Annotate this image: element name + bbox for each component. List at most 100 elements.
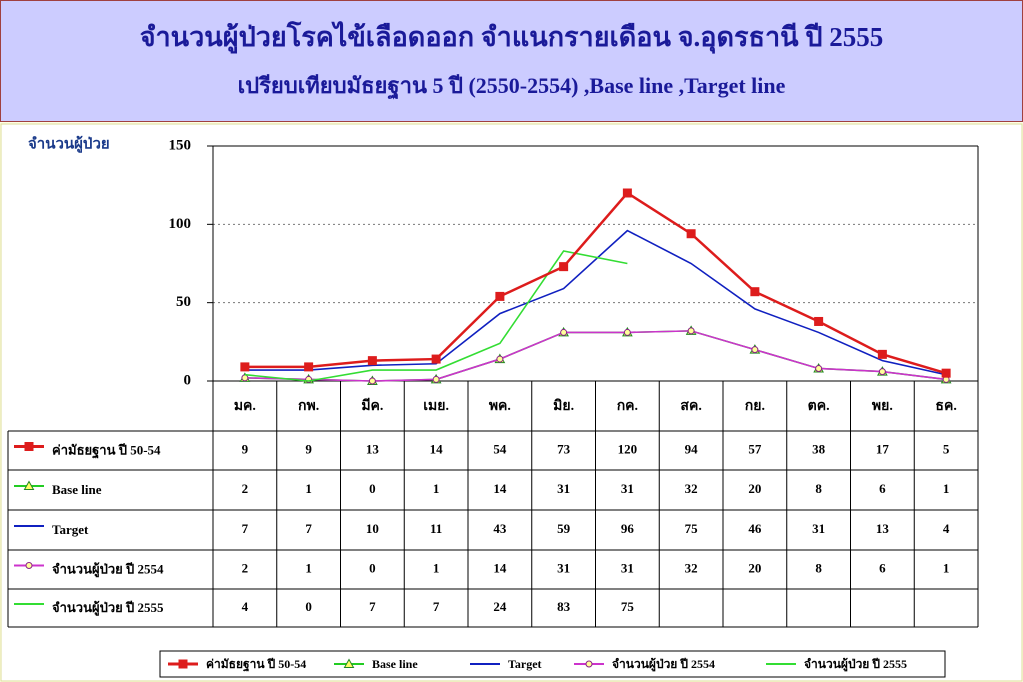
table-cell: 59 <box>557 521 571 536</box>
table-cell: 73 <box>557 441 571 456</box>
table-cell: 1 <box>305 481 312 496</box>
table-cell: 7 <box>242 521 249 536</box>
table-cell: 54 <box>493 441 507 456</box>
table-row-label: จำนวนผู้ป่วย ปี 2555 <box>52 600 164 616</box>
y-axis-title: จำนวนผู้ป่วย <box>28 135 110 153</box>
table-row-label: ค่ามัธยฐาน ปี 50-54 <box>52 442 161 459</box>
series-line <box>244 191 947 375</box>
table-cell: 31 <box>557 560 570 575</box>
point-marker <box>877 349 887 359</box>
table-cell: 0 <box>369 481 376 496</box>
table-cell: 0 <box>369 560 376 575</box>
legend-sample-marker <box>343 658 355 668</box>
table-cell: 83 <box>557 599 571 614</box>
table-cell: 17 <box>876 441 890 456</box>
table-legend-sample-marker <box>23 480 35 490</box>
table-cell: 5 <box>943 441 950 456</box>
table-cell: 32 <box>685 560 698 575</box>
table-cell: 6 <box>879 481 886 496</box>
table-cell: 75 <box>621 599 635 614</box>
x-tick-label: ตค. <box>808 399 830 414</box>
x-tick-label: ธค. <box>935 399 956 414</box>
table-cell: 94 <box>685 441 699 456</box>
legend-sample-marker <box>178 659 188 669</box>
chart-title: จำนวนผู้ป่วยโรคไข้เลือดออก จำแนกรายเดือน… <box>139 22 884 52</box>
table-cell: 1 <box>943 560 950 575</box>
table-cell: 2 <box>242 560 249 575</box>
table-cell: 31 <box>621 560 634 575</box>
table-legend-sample-marker <box>24 442 34 451</box>
y-tick-label: 150 <box>169 137 192 153</box>
table-cell: 31 <box>621 481 634 496</box>
x-tick-label: กค. <box>617 399 638 414</box>
table-cell: 31 <box>812 521 825 536</box>
table-row-label: Base line <box>52 482 102 497</box>
x-tick-label: มิย. <box>553 398 574 414</box>
series-line <box>244 250 628 382</box>
table-cell: 14 <box>493 481 507 496</box>
table-cell: 1 <box>943 481 950 496</box>
point-marker <box>750 287 760 297</box>
y-tick-label: 50 <box>176 294 191 310</box>
table-cell: 0 <box>305 599 312 614</box>
table-row-label: Target <box>52 522 89 537</box>
legend-label: ค่ามัธยฐาน ปี 50-54 <box>206 657 306 672</box>
point-marker <box>686 229 696 239</box>
point-marker <box>367 356 377 366</box>
point-marker <box>560 328 568 336</box>
table-cell: 9 <box>242 441 249 456</box>
point-marker <box>432 375 440 383</box>
table-cell: 57 <box>748 441 762 456</box>
point-marker <box>240 362 250 372</box>
point-marker <box>495 291 505 301</box>
point-marker <box>751 346 759 354</box>
legend-label: Base line <box>372 657 418 671</box>
legend-label: จำนวนผู้ป่วย ปี 2554 <box>612 657 715 672</box>
point-marker <box>687 327 695 335</box>
legend-label: จำนวนผู้ป่วย ปี 2555 <box>804 657 907 672</box>
table-cell: 1 <box>433 481 440 496</box>
table-cell: 1 <box>305 560 312 575</box>
table-cell: 8 <box>815 560 822 575</box>
table-cell: 7 <box>305 521 312 536</box>
point-marker <box>496 355 504 363</box>
x-tick-label: กย. <box>745 399 765 414</box>
point-marker <box>622 188 632 198</box>
table-cell: 6 <box>879 560 886 575</box>
table-cell: 32 <box>685 481 698 496</box>
table-cell: 24 <box>493 599 507 614</box>
series-line <box>244 330 947 382</box>
legend-label: Target <box>508 657 542 671</box>
table-cell: 14 <box>493 560 507 575</box>
point-marker <box>241 374 249 382</box>
table-cell: 7 <box>433 599 440 614</box>
point-marker <box>878 368 886 376</box>
table-cell: 10 <box>366 521 379 536</box>
legend-sample-marker <box>585 660 593 668</box>
table-cell: 7 <box>369 599 376 614</box>
table-cell: 4 <box>943 521 950 536</box>
series-line <box>244 229 947 376</box>
table-cell: 31 <box>557 481 570 496</box>
x-tick-label: พค. <box>489 399 511 414</box>
table-row-label: จำนวนผู้ป่วย ปี 2554 <box>52 561 164 577</box>
y-tick-label: 100 <box>169 216 192 232</box>
table-cell: 9 <box>305 441 312 456</box>
table-cell: 1 <box>433 560 440 575</box>
table-cell: 13 <box>366 441 380 456</box>
table-cell: 20 <box>748 481 761 496</box>
table-cell: 14 <box>430 441 444 456</box>
table-cell: 11 <box>430 521 442 536</box>
table-cell: 20 <box>748 560 761 575</box>
table-cell: 38 <box>812 441 826 456</box>
table-cell: 8 <box>815 481 822 496</box>
table-cell: 2 <box>242 481 249 496</box>
table-cell: 96 <box>621 521 635 536</box>
header: จำนวนผู้ป่วยโรคไข้เลือดออก จำแนกรายเดือน… <box>0 0 1023 122</box>
chart-background <box>0 123 1023 682</box>
x-tick-label: พย. <box>872 399 893 414</box>
x-tick-label: กพ. <box>298 399 319 414</box>
table-cell: 46 <box>748 521 762 536</box>
